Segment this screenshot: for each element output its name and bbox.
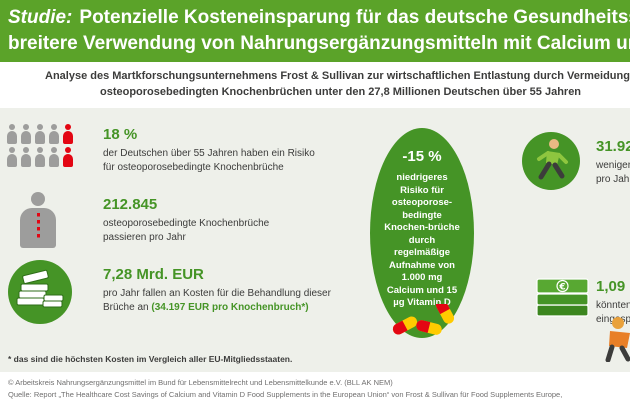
svg-text:€: € — [558, 283, 565, 293]
avoided-line1: weniger Knochenbrüche — [596, 160, 630, 171]
footer: © Arbeitskreis Nahrungsergänzungsmittel … — [0, 372, 630, 412]
people-row — [6, 147, 76, 170]
avoided-value: 31.927 — [596, 138, 630, 155]
header-prefix: Studie: — [8, 7, 73, 28]
person-icon-red — [62, 147, 74, 168]
person-icon — [20, 147, 32, 168]
person-icon — [34, 124, 46, 145]
subheader: Analyse des Martkforschungsunternehmens … — [0, 62, 630, 108]
pills-icon — [392, 304, 455, 335]
header-title-line2: breitere Verwendung von Nahrungsergänzun… — [8, 33, 630, 54]
benefit-oval: -15 % niedrigeres Risiko für osteoporose… — [370, 128, 474, 338]
fractures-line2: passieren pro Jahr — [103, 231, 186, 243]
savings-value: 1,09 Mrd. EUR — [596, 278, 630, 295]
stat-cost: 7,28 Mrd. EUR pro Jahr fallen an Kosten … — [103, 266, 331, 314]
cost-value: 7,28 Mrd. EUR — [103, 266, 204, 283]
oval-value: -15 % — [402, 148, 442, 165]
person-icon — [48, 147, 60, 168]
savings-line2: eingespart werden — [596, 313, 630, 325]
risk-line1: der Deutschen über 55 Jahren haben ein R… — [103, 148, 315, 159]
footnote: * das sind die höchsten Kosten im Vergle… — [8, 354, 293, 364]
footer-copyright: © Arbeitskreis Nahrungsergänzungsmittel … — [8, 378, 393, 387]
cost-line2-highlight: (34.197 EUR pro Knochenbruch*) — [151, 301, 309, 313]
main-area: 18 % der Deutschen über 55 Jahren haben … — [0, 108, 630, 372]
euro-notes-icon: € — [536, 278, 589, 317]
header-line-1: Studie: Potenzielle Kosteneinsparung für … — [8, 5, 630, 31]
cost-line1: pro Jahr fallen an Kosten für die Behand… — [103, 288, 331, 299]
stat-risk: 18 % der Deutschen über 55 Jahren haben … — [103, 126, 315, 174]
avoided-line2: pro Jahr — [596, 173, 630, 185]
oval-text: niedrigeres Risiko für osteoporose-bedin… — [384, 172, 460, 308]
person-icon — [34, 147, 46, 168]
header-title-line1: Potenzielle Kosteneinsparung für das deu… — [79, 7, 630, 28]
person-icon — [6, 147, 18, 168]
money-stack-icon — [8, 260, 72, 324]
person-icon — [48, 124, 60, 145]
people-row — [6, 124, 76, 147]
person-icon-red — [62, 124, 74, 145]
stat-savings: 1,09 Mrd. EUR könnten pro Jahr eingespar… — [596, 278, 630, 326]
stat-avoided: 31.927 weniger Knochenbrüche pro Jahr — [596, 138, 630, 186]
subheader-line2: osteoporosebedingten Knochenbrüchen unte… — [100, 86, 582, 98]
spine-dots — [37, 213, 40, 240]
stat-fractures: 212.845 osteoporosebedingte Knochenbrüch… — [103, 196, 269, 244]
people-grid-icon — [6, 124, 76, 170]
fractures-value: 212.845 — [103, 196, 158, 213]
person-icon — [20, 124, 32, 145]
spine-person-icon — [18, 192, 58, 248]
fractures-line1: osteoporosebedingte Knochenbrüche — [103, 218, 270, 229]
cost-line2: Brüche an (34.197 EUR pro Knochenbruch*) — [103, 301, 331, 315]
savings-line1: könnten pro Jahr — [596, 300, 630, 311]
person-icon — [6, 124, 18, 145]
walking-person-icon — [522, 132, 580, 190]
header-banner: Studie: Potenzielle Kosteneinsparung für … — [0, 0, 630, 62]
subheader-line1: Analyse des Martkforschungsunternehmens … — [45, 70, 630, 82]
footer-source: Quelle: Report „The Healthcare Cost Savi… — [8, 389, 563, 399]
risk-value: 18 % — [103, 126, 138, 143]
cost-line2-prefix: Brüche an — [103, 301, 152, 313]
risk-line2: für osteoporosebedingte Knochenbrüche — [103, 161, 284, 173]
partial-person-icon — [605, 317, 630, 362]
